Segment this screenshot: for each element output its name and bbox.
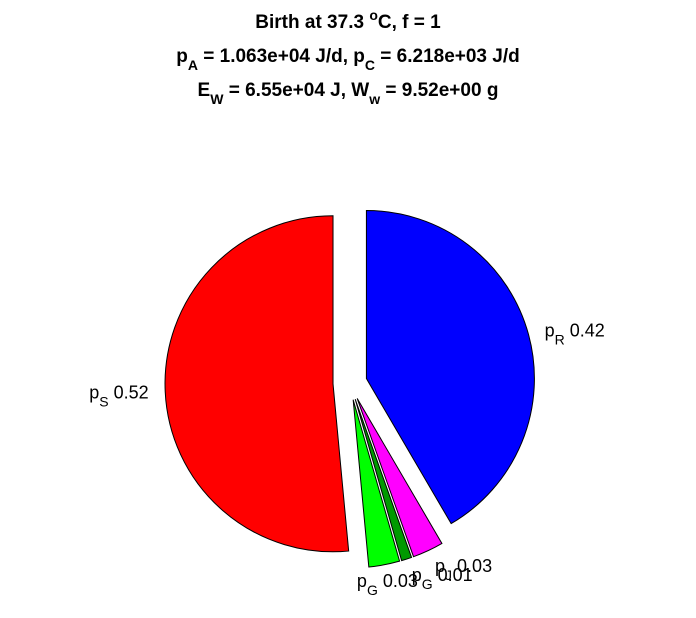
subscript: J — [445, 567, 452, 583]
subscript: C — [365, 57, 375, 73]
pie-slice — [354, 399, 413, 562]
text-run: p — [176, 46, 188, 67]
slice-label: pR 0.42 — [545, 320, 605, 347]
pie-slice — [352, 399, 401, 568]
subscript: W — [210, 91, 224, 107]
text-run: = 6.55e+04 J, W — [223, 80, 369, 101]
text-run: p — [412, 565, 422, 585]
text-run: p — [545, 320, 555, 340]
text-run: p — [89, 382, 99, 402]
chart-title: Birth at 37.3 oC, f = 1 — [255, 7, 441, 33]
chart-title: EW = 6.55e+04 J, Ww = 9.52e+00 g — [198, 80, 499, 107]
slice-value: 0.03 — [383, 571, 418, 591]
text-run: = 9.52e+00 g — [380, 80, 498, 101]
text-run: Birth at 37.3 — [255, 12, 369, 33]
subscript: S — [99, 393, 108, 409]
superscript: o — [369, 7, 378, 23]
subscript: A — [188, 57, 198, 73]
slice-group — [164, 210, 535, 568]
text-run: E — [198, 80, 211, 101]
slice-label: pG 0.03 — [357, 571, 418, 598]
text-run: = 6.218e+03 J/d — [375, 46, 520, 67]
slice-value: 0.42 — [570, 320, 605, 340]
slice-label: pS 0.52 — [89, 382, 148, 409]
slice-value: 0.03 — [457, 556, 492, 576]
text-run: = 1.063e+04 J/d, p — [198, 46, 365, 67]
text-run: C, f = 1 — [378, 12, 441, 33]
title-group: Birth at 37.3 oC, f = 1 pA = 1.063e+04 J/… — [176, 7, 519, 107]
text-run: p — [435, 556, 445, 576]
slice-label: pJ 0.03 — [435, 556, 492, 583]
slice-value: 0.52 — [114, 382, 149, 402]
text-run: p — [357, 571, 367, 591]
pie-slice — [164, 215, 350, 553]
subscript: R — [555, 331, 565, 347]
pie-slice — [356, 398, 443, 558]
subscript: G — [422, 576, 433, 592]
slice-value: 0.01 — [438, 565, 473, 585]
slice-label: pG 0.01 — [412, 565, 473, 592]
subscript: w — [368, 91, 380, 107]
subscript: G — [367, 582, 378, 598]
chart-title: pA = 1.063e+04 J/d, pC = 6.218e+03 J/d — [176, 46, 519, 73]
pie-slice — [365, 210, 535, 525]
